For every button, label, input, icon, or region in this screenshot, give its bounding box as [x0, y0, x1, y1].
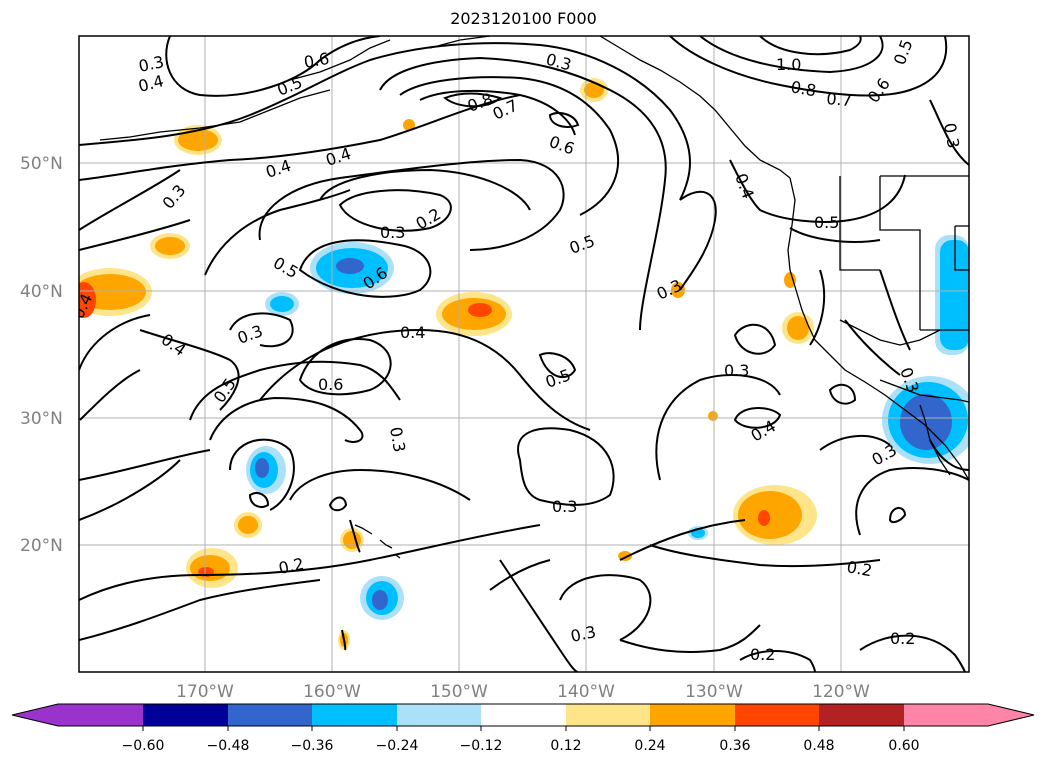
- contour-label: 1.0: [776, 55, 801, 74]
- colorbar-label: −0.48: [207, 738, 250, 754]
- lat-label-20n: 20°N: [20, 536, 63, 556]
- colorbar-segment: [143, 704, 228, 726]
- colorbar-segment: [312, 704, 397, 726]
- colorbar-label: −0.24: [376, 738, 419, 754]
- lon-label-130w: 130°W: [685, 682, 743, 702]
- colorbar-label: 0.24: [634, 738, 665, 754]
- contour-label: 0.8: [789, 77, 817, 100]
- contour-label: 0.3: [380, 223, 405, 242]
- colorbar-label: 0.12: [550, 738, 581, 754]
- lon-label-120w: 120°W: [812, 682, 870, 702]
- lon-label-170w: 170°W: [176, 682, 234, 702]
- contour-label: 0.2: [750, 645, 775, 664]
- longitude-labels: 170°W 160°W 150°W 140°W 130°W 120°W: [176, 682, 870, 702]
- shaded-anomalies: [79, 78, 969, 650]
- map-frame: [78, 35, 970, 673]
- colorbar-outline: [11, 703, 1035, 727]
- contour-label: 0.3: [552, 497, 577, 516]
- positive-anomaly-fills: [79, 78, 817, 650]
- colorbar: −0.60 −0.48 −0.36 −0.24 −0.12 0.12 0.24 …: [11, 703, 1035, 754]
- lat-label-50n: 50°N: [20, 154, 63, 174]
- colorbar-ticks: [142, 726, 905, 731]
- lon-label-140w: 140°W: [557, 682, 615, 702]
- colorbar-label: 0.36: [719, 738, 750, 754]
- colorbar-segment: [650, 704, 735, 726]
- contour-label: 0.2: [890, 629, 915, 648]
- colorbar-extend-low: [12, 704, 58, 726]
- contour-label: 0.6: [318, 375, 343, 394]
- colorbar-segments: [58, 704, 988, 726]
- colorbar-segment: [819, 704, 904, 726]
- contour-label: 0.5: [814, 213, 839, 232]
- colorbar-extend-high: [988, 704, 1034, 726]
- graticule: [79, 36, 969, 672]
- contour-label: 0.3: [569, 622, 598, 646]
- lat-label-40n: 40°N: [20, 282, 63, 302]
- contour-lines: [79, 36, 969, 672]
- contour-label: 0.2: [277, 554, 306, 578]
- contour-label: 0.6: [302, 49, 330, 72]
- contour-label: 0.2: [845, 557, 873, 580]
- colorbar-segment: [228, 704, 312, 726]
- contour-label: 0.3: [724, 361, 749, 380]
- colorbar-segment: [397, 704, 481, 726]
- colorbar-segment: [58, 704, 143, 726]
- contour-label: 0.3: [137, 52, 166, 76]
- colorbar-label: 0.48: [803, 738, 834, 754]
- page-title: 2023120100 F000: [450, 9, 597, 28]
- colorbar-segment: [481, 704, 566, 726]
- map-panel: 0.3 0.4 0.6 0.5 0.3 0.8 0.7 0.6 1.0 0.8 …: [78, 35, 970, 673]
- colorbar-segment: [566, 704, 650, 726]
- lon-label-160w: 160°W: [303, 682, 361, 702]
- colorbar-segment: [904, 704, 988, 726]
- colorbar-labels: −0.60 −0.48 −0.36 −0.24 −0.12 0.12 0.24 …: [122, 738, 920, 754]
- lon-label-150w: 150°W: [430, 682, 488, 702]
- colorbar-label: −0.60: [122, 738, 165, 754]
- contour-label: 0.3: [940, 121, 963, 149]
- colorbar-segment: [735, 704, 819, 726]
- colorbar-label: −0.12: [460, 738, 503, 754]
- latitude-labels: 50°N 40°N 30°N 20°N: [20, 154, 63, 556]
- contour-label: 0.3: [386, 425, 409, 453]
- contour-label: 0.4: [400, 323, 425, 342]
- contour-label: 0.7: [826, 89, 853, 110]
- coastlines: [99, 36, 969, 559]
- colorbar-label: 0.60: [888, 738, 919, 754]
- lat-label-30n: 30°N: [20, 409, 63, 429]
- colorbar-label: −0.36: [291, 738, 334, 754]
